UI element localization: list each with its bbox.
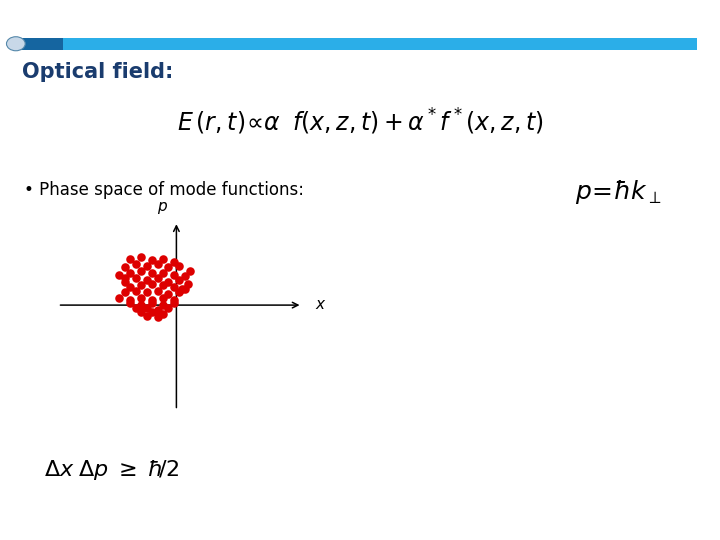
Point bbox=[163, 263, 174, 272]
Text: $E\,(r,t)\!\propto\!\alpha\;\; f(x,z,t)+\alpha^* f^*(x,z,t)$: $E\,(r,t)\!\propto\!\alpha\;\; f(x,z,t)+… bbox=[176, 106, 544, 137]
Point bbox=[135, 308, 147, 316]
Point bbox=[184, 267, 196, 275]
Point bbox=[114, 271, 125, 279]
Point bbox=[146, 268, 158, 277]
Point bbox=[157, 293, 168, 302]
Point bbox=[135, 301, 147, 309]
Text: $\Delta x\;\Delta p\;\geq\;\hbar\!/2$: $\Delta x\;\Delta p\;\geq\;\hbar\!/2$ bbox=[44, 458, 179, 482]
Text: $p$: $p$ bbox=[157, 200, 168, 216]
Point bbox=[157, 301, 168, 309]
Point bbox=[114, 293, 125, 302]
Point bbox=[130, 304, 141, 313]
Point bbox=[174, 288, 185, 297]
Point bbox=[130, 286, 141, 295]
Point bbox=[152, 306, 163, 314]
Point bbox=[179, 285, 191, 293]
Point bbox=[141, 261, 153, 270]
Point bbox=[157, 254, 168, 263]
Point bbox=[182, 279, 194, 288]
Point bbox=[119, 288, 130, 297]
Point bbox=[141, 311, 153, 320]
Point bbox=[176, 285, 188, 293]
Point bbox=[146, 279, 158, 288]
Point bbox=[135, 253, 147, 261]
Point bbox=[146, 308, 158, 316]
Point bbox=[152, 313, 163, 322]
Point bbox=[135, 281, 147, 289]
Text: • Phase space of mode functions:: • Phase space of mode functions: bbox=[24, 181, 304, 199]
Point bbox=[146, 299, 158, 307]
Point bbox=[119, 278, 130, 286]
Point bbox=[125, 268, 136, 277]
Point bbox=[157, 268, 168, 277]
Point bbox=[146, 256, 158, 265]
Bar bbox=[63, 38, 697, 50]
Point bbox=[163, 278, 174, 286]
Text: $p\!=\!\hbar k_{\perp}$: $p\!=\!\hbar k_{\perp}$ bbox=[575, 178, 662, 206]
Text: $x$: $x$ bbox=[315, 298, 327, 312]
Point bbox=[119, 274, 130, 282]
Point bbox=[152, 274, 163, 282]
Point bbox=[174, 261, 185, 270]
Point bbox=[141, 275, 153, 284]
Point bbox=[130, 274, 141, 282]
Point bbox=[174, 275, 185, 284]
Point bbox=[125, 295, 136, 304]
Point bbox=[135, 293, 147, 302]
Point bbox=[135, 267, 147, 275]
Point bbox=[157, 281, 168, 289]
Point bbox=[141, 304, 153, 313]
Point bbox=[119, 263, 130, 272]
Point bbox=[141, 288, 153, 297]
Point bbox=[163, 290, 174, 299]
Point bbox=[168, 258, 180, 266]
Point bbox=[146, 295, 158, 304]
Point bbox=[125, 283, 136, 292]
Point bbox=[157, 309, 168, 318]
Point bbox=[152, 286, 163, 295]
Point bbox=[168, 299, 180, 307]
Point bbox=[125, 254, 136, 263]
Bar bbox=[13, 38, 63, 50]
Point bbox=[179, 272, 191, 281]
Point bbox=[168, 295, 180, 304]
Point bbox=[168, 271, 180, 279]
Point bbox=[168, 283, 180, 292]
Point bbox=[163, 304, 174, 313]
Point bbox=[152, 260, 163, 268]
Point bbox=[125, 299, 136, 307]
Text: Optical field:: Optical field: bbox=[22, 62, 173, 82]
Circle shape bbox=[6, 37, 25, 51]
Point bbox=[130, 260, 141, 268]
